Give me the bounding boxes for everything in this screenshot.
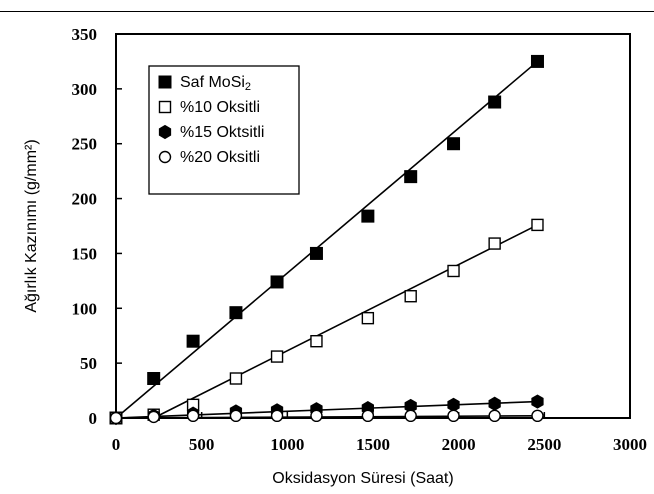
y-tick-label: 250 — [72, 135, 98, 154]
x-tick-label: 2000 — [442, 435, 476, 454]
series-2-point — [270, 350, 284, 363]
series-points — [109, 54, 544, 426]
series-4-point — [447, 409, 460, 423]
y-tick-label: 0 — [89, 409, 98, 428]
legend-marker-2 — [158, 100, 172, 114]
series-4-point — [229, 409, 243, 423]
y-axis-title: Ağırlık Kazınımı (g/mm²) — [23, 139, 40, 312]
x-tick-label: 2500 — [527, 435, 561, 454]
series-4-point — [147, 410, 160, 424]
series-3-fit-line — [115, 400, 538, 419]
series-4-point — [186, 409, 200, 423]
y-tick-label: 350 — [72, 25, 98, 44]
y-tick-label: 150 — [72, 244, 98, 263]
series-1-point — [147, 372, 161, 386]
legend-marker-3 — [158, 124, 172, 140]
legend: Saf MoSi2 %10 Oksitli %15 Oktsitli %20 Oksi… — [148, 65, 300, 195]
series-1-point — [361, 209, 375, 223]
legend-box — [148, 65, 300, 195]
legend-marker-4 — [158, 150, 172, 164]
series-4-point — [109, 411, 123, 425]
series-3-point — [447, 397, 460, 412]
legend-label-3: %15 Oktsitli — [180, 124, 264, 141]
series-2-point — [488, 237, 501, 250]
series-4-point — [361, 409, 375, 423]
x-tick-label: 3000 — [613, 435, 647, 454]
series-1-point — [186, 334, 200, 348]
series-1-fit-line — [115, 60, 538, 419]
series-2-point — [447, 264, 460, 278]
series-4-point — [404, 409, 417, 423]
y-tick-label: 200 — [72, 190, 98, 209]
series-1-point — [488, 95, 502, 109]
series-fit-lines — [115, 60, 538, 419]
series-2-point — [310, 335, 323, 348]
series-2-point — [361, 311, 375, 325]
x-tick-label: 0 — [112, 435, 121, 454]
legend-label-1: Saf MoSi2 — [180, 74, 251, 93]
series-1-point — [447, 137, 461, 151]
series-4-point — [488, 409, 501, 423]
series-3-point — [488, 396, 501, 411]
series-4-fit-line — [115, 415, 538, 419]
legend-label-2: %10 Oksitli — [180, 99, 260, 116]
series-1-point — [530, 54, 544, 68]
y-tick-label: 300 — [72, 80, 98, 99]
series-1-point — [270, 275, 284, 289]
series-2-point — [229, 372, 243, 385]
legend-marker-1 — [158, 75, 172, 89]
series-1-point — [404, 170, 418, 184]
series-4-point — [531, 409, 544, 423]
x-tick-label: 1500 — [356, 435, 390, 454]
x-tick-label: 500 — [189, 435, 215, 454]
x-axis-title: Oksidasyon Süresi (Saat) — [272, 470, 453, 487]
legend-label-4: %20 Oksitli — [180, 149, 260, 166]
series-4-point — [310, 409, 323, 423]
series-3-point — [531, 394, 544, 409]
y-tick-label: 50 — [80, 354, 97, 373]
x-tick-label: 1000 — [270, 435, 304, 454]
top-rule — [0, 11, 654, 12]
series-2-point — [404, 290, 417, 303]
series-2-fit-line — [153, 224, 538, 419]
series-4-point — [270, 409, 284, 423]
series-1-point — [229, 306, 243, 320]
axis-ticks: 0 500 1000 1500 2000 2500 3000 0 50 100 150 200 250 3… — [72, 25, 648, 454]
series-1-point — [309, 246, 323, 260]
series-2-point — [531, 218, 544, 232]
y-tick-label: 100 — [72, 299, 98, 318]
